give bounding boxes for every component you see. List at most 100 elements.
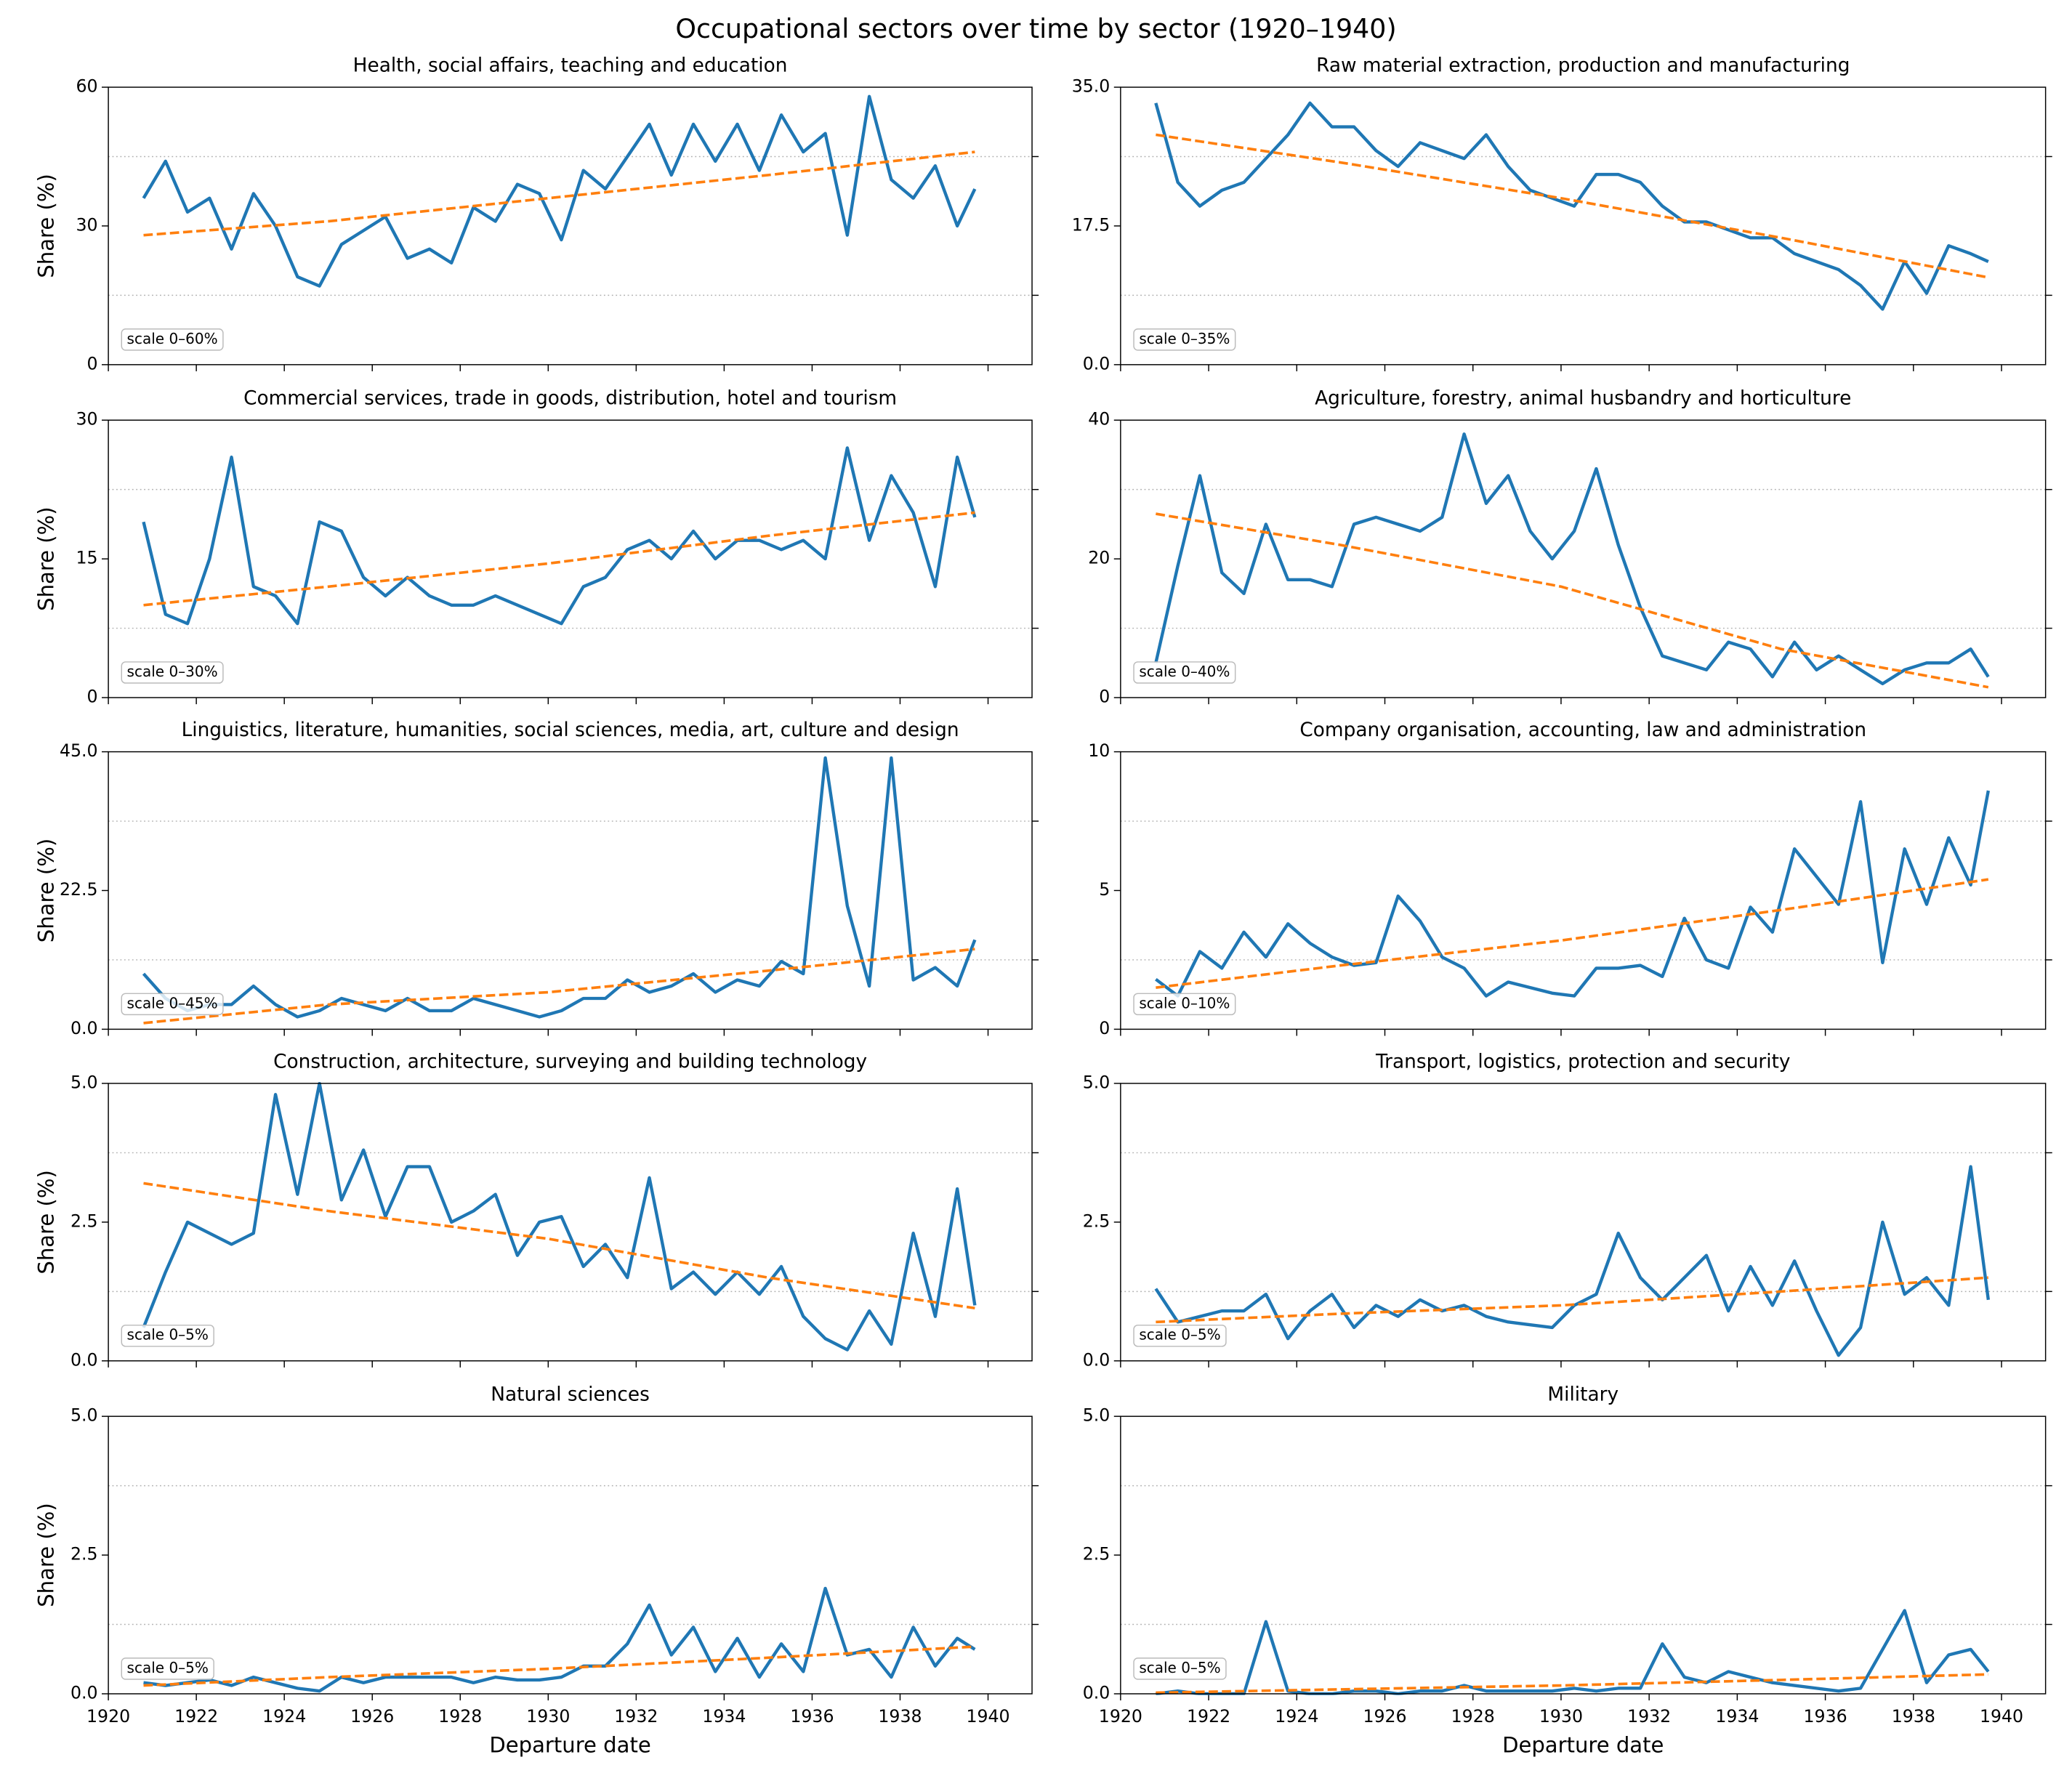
- x-tick-label: 1926: [350, 1706, 394, 1727]
- y-tick-label: 35.0: [1072, 76, 1110, 97]
- annotation-box: [121, 1324, 214, 1347]
- annotation-box: [121, 993, 224, 1016]
- y-tick-label: 17.5: [1072, 214, 1110, 235]
- x-axis-label: Departure date: [489, 1733, 650, 1758]
- x-tick-label: 1936: [1804, 1706, 1847, 1727]
- subplot-title: Commercial services, trade in goods, dis…: [243, 388, 897, 410]
- x-tick-label: 1922: [1187, 1706, 1230, 1727]
- annotation-box: [121, 661, 224, 684]
- subplot-title: Natural sciences: [491, 1384, 650, 1406]
- y-tick-label: 22.5: [60, 879, 98, 900]
- annotation: scale 0–60%: [127, 330, 218, 347]
- annotation: scale 0–35%: [1139, 330, 1230, 347]
- subplot-title: Linguistics, literature, humanities, soc…: [182, 719, 959, 741]
- panel: 0.0 2.5 5.0 1920 1922 1924 1926 1928 1930 1932 193…: [1083, 1384, 2052, 1758]
- series-line: [1155, 790, 1990, 998]
- y-tick-label: 5.0: [70, 1405, 98, 1426]
- annotation: scale 0–10%: [1139, 994, 1230, 1011]
- x-tick-label: 1924: [1275, 1706, 1318, 1727]
- panel: 0.0 17.5 35.0 scale 0–35% Raw material extra…: [1072, 54, 2052, 373]
- y-tick-label: 0.0: [1083, 353, 1110, 373]
- trend-line: [1156, 1673, 1988, 1695]
- panel: 0.0 2.5 5.0 scale 0–5% Transport, logistics,…: [1083, 1051, 2052, 1370]
- x-tick-label: 1930: [526, 1706, 570, 1727]
- y-axis-label: Share (%): [33, 1503, 58, 1607]
- subplot-title: Raw material extraction, production and …: [1316, 54, 1850, 76]
- x-tick-label: 1934: [1715, 1706, 1759, 1727]
- series-line: [142, 446, 977, 626]
- y-tick-label: 45.0: [60, 740, 98, 761]
- panel: 0.0 22.5 45.0 scale 0–45% Linguistics, liter…: [33, 719, 1039, 1038]
- annotation: scale 0–5%: [1139, 1659, 1220, 1676]
- axes-frame: [1120, 1415, 2047, 1695]
- y-tick-label: 2.5: [1083, 1211, 1110, 1231]
- annotation-box: [121, 328, 224, 351]
- y-tick-label: 15: [76, 548, 97, 568]
- trend-line: [143, 1182, 975, 1310]
- x-axis-label: Departure date: [1502, 1733, 1664, 1758]
- trend-line: [1156, 878, 1989, 989]
- y-axis-label: Share (%): [33, 506, 58, 610]
- y-tick-label: 0: [87, 353, 98, 373]
- y-tick-label: 5.0: [70, 1072, 98, 1092]
- panel: 0 30 60 scale 0–60% Health, social affairs, …: [33, 54, 1039, 373]
- axes-frame: [108, 1083, 1033, 1362]
- trend-line: [143, 150, 975, 237]
- y-tick-label: 0.0: [70, 1682, 98, 1703]
- subplot-title: Transport, logistics, protection and sec…: [1375, 1051, 1791, 1073]
- series-line: [1154, 432, 1990, 686]
- y-axis-label: Share (%): [33, 174, 58, 278]
- trend-line: [1156, 133, 1989, 279]
- annotation-box: [1133, 328, 1236, 351]
- annotation-box: [1133, 1324, 1227, 1347]
- panel: 0.0 2.5 5.0 1920 1922 1924 1926 1928 1930 1932 193…: [33, 1384, 1039, 1758]
- y-tick-label: 40: [1088, 409, 1110, 429]
- y-tick-label: 20: [1088, 548, 1110, 568]
- y-tick-label: 60: [76, 76, 97, 97]
- annotation-box: [1133, 1657, 1227, 1680]
- series-line: [142, 1082, 977, 1352]
- axes-frame: [1120, 86, 2047, 366]
- annotation-box: [1133, 661, 1236, 684]
- panel: 0 15 30 scale 0–30% Commercial services, tra…: [33, 388, 1039, 707]
- subplot-title: Military: [1547, 1384, 1619, 1406]
- axes-frame: [108, 751, 1033, 1030]
- axes-frame: [1120, 751, 2047, 1030]
- annotation: scale 0–5%: [127, 1659, 209, 1676]
- axes-frame: [108, 86, 1033, 366]
- x-tick-label: 1932: [1627, 1706, 1671, 1727]
- y-axis-label: Share (%): [33, 1170, 58, 1274]
- annotation-box: [121, 1657, 214, 1680]
- x-tick-label: 1922: [174, 1706, 218, 1727]
- y-tick-label: 5: [1099, 879, 1110, 900]
- y-tick-label: 0.0: [1083, 1682, 1110, 1703]
- x-tick-label: 1940: [966, 1706, 1009, 1727]
- series-line: [1154, 101, 1989, 311]
- x-tick-label: 1940: [1980, 1706, 2023, 1727]
- axes-frame: [1120, 1083, 2047, 1362]
- y-tick-label: 0: [1099, 687, 1110, 707]
- x-tick-label: 1920: [86, 1706, 130, 1727]
- subplot-title: Company organisation, accounting, law an…: [1299, 719, 1866, 741]
- subplot-title: Agriculture, forestry, animal husbandry …: [1315, 388, 1851, 410]
- annotation: scale 0–45%: [127, 994, 218, 1011]
- x-tick-label: 1934: [702, 1706, 746, 1727]
- y-tick-label: 0.0: [1083, 1349, 1110, 1370]
- axes-frame: [108, 419, 1033, 698]
- panel: 0 5 10 scale 0–10% Company organisation, acc…: [1088, 719, 2052, 1038]
- x-tick-label: 1926: [1363, 1706, 1406, 1727]
- y-tick-label: 30: [76, 214, 97, 235]
- series-line: [143, 1586, 976, 1693]
- x-tick-label: 1932: [614, 1706, 658, 1727]
- axes-frame: [1120, 419, 2047, 698]
- y-tick-label: 2.5: [70, 1544, 98, 1564]
- y-tick-label: 30: [76, 409, 97, 429]
- panel: 0 20 40 scale 0–40% Agriculture, forestry, a…: [1088, 388, 2052, 707]
- series-line: [142, 94, 977, 288]
- y-tick-label: 0: [1099, 1018, 1110, 1038]
- x-tick-label: 1938: [1892, 1706, 1935, 1727]
- subplot-title: Health, social affairs, teaching and edu…: [353, 54, 788, 76]
- annotation: scale 0–30%: [127, 663, 218, 680]
